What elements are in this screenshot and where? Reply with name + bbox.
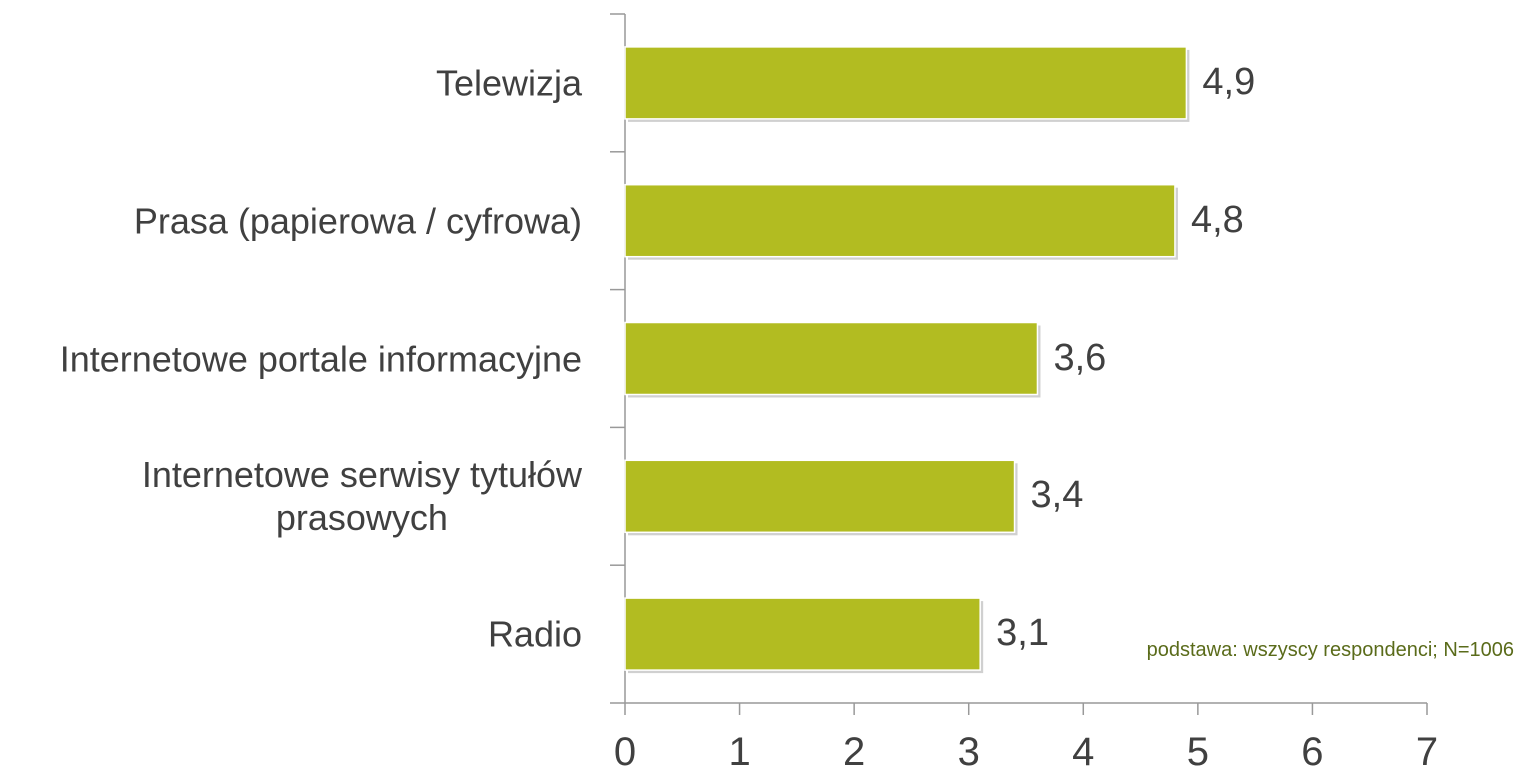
y-tick-label: Prasa (papierowa / cyfrowa) [133, 200, 582, 242]
value-label: 4,9 [1202, 61, 1256, 104]
x-tick-label: 7 [1415, 730, 1439, 774]
bar [624, 321, 1039, 396]
x-tick-label: 2 [843, 730, 866, 774]
bar [624, 597, 981, 671]
x-tick-label: 6 [1301, 730, 1324, 774]
x-tick-label: 4 [1072, 730, 1095, 774]
x-tick-label: 0 [613, 730, 637, 774]
value-label: 3,4 [1030, 474, 1084, 517]
footnote: podstawa: wszyscy respondenci; N=1006 [1146, 639, 1514, 661]
value-label: 4,8 [1190, 198, 1244, 241]
y-tick-label: Internetowe portale informacyjne [59, 337, 582, 379]
bar [624, 183, 1176, 258]
x-tick-label: 5 [1186, 730, 1209, 774]
bar [624, 459, 1016, 534]
x-tick-label: 1 [728, 730, 751, 774]
y-tick-label: Radio [487, 613, 582, 655]
value-label: 3,1 [996, 612, 1049, 655]
x-tick-label: 3 [957, 730, 980, 774]
y-tick-label: Internetowe serwisy tytułów prasowych [141, 454, 582, 539]
y-tick-label: Telewizja [435, 62, 582, 104]
value-label: 3,6 [1053, 336, 1107, 379]
bar [624, 46, 1188, 120]
